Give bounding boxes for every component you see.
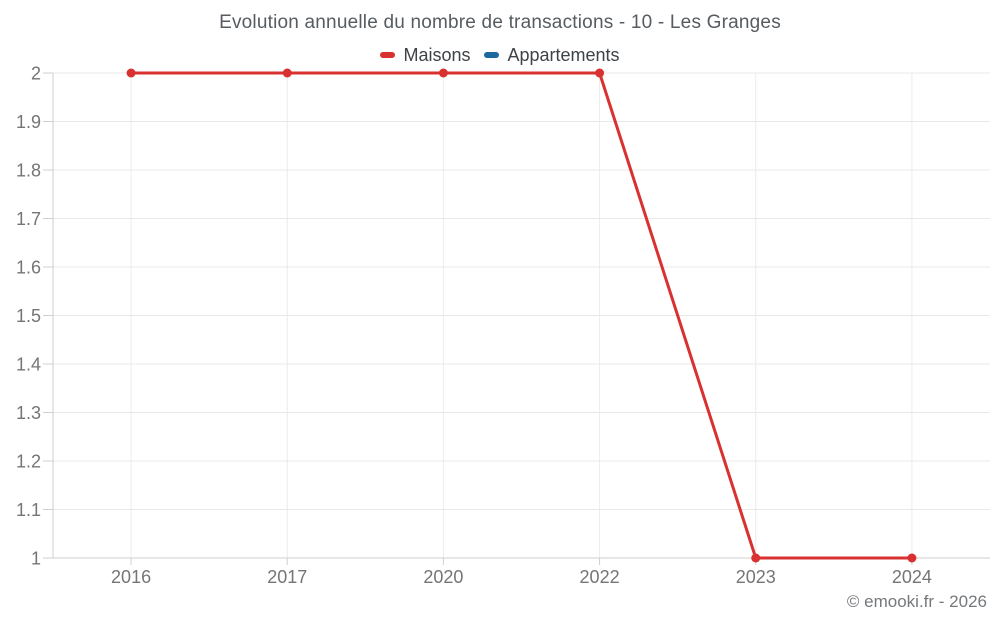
- legend-swatch-appartements: [484, 52, 500, 58]
- legend-label-appartements: Appartements: [507, 44, 620, 65]
- data-point-maisons-2017[interactable]: [282, 68, 292, 78]
- y-tick-label-1.5: 1.5: [16, 306, 41, 326]
- data-point-maisons-2022[interactable]: [595, 68, 605, 78]
- x-tick-label-2023: 2023: [736, 567, 776, 587]
- legend-item-maisons[interactable]: Maisons: [380, 45, 470, 66]
- series-line-maisons: [129, 71, 914, 560]
- y-tick-label-1.4: 1.4: [16, 354, 41, 374]
- y-tick-label-1.2: 1.2: [16, 451, 41, 471]
- data-point-maisons-2023[interactable]: [751, 553, 761, 563]
- legend: Maisons Appartements: [0, 44, 1000, 66]
- data-point-maisons-2016[interactable]: [126, 68, 136, 78]
- x-tick-label-2016: 2016: [111, 567, 151, 587]
- y-tick-label-1.7: 1.7: [16, 209, 41, 229]
- y-tick-label-1: 1: [31, 548, 41, 568]
- data-point-maisons-2020[interactable]: [438, 68, 448, 78]
- x-tick-label-2017: 2017: [267, 567, 307, 587]
- legend-item-appartements[interactable]: Appartements: [484, 44, 620, 66]
- chart-title: Evolution annuelle du nombre de transact…: [219, 12, 781, 33]
- x-tick-label-2020: 2020: [423, 567, 463, 587]
- y-tick-label-1.3: 1.3: [16, 403, 41, 423]
- y-tick-label-2: 2: [31, 63, 41, 83]
- copyright: © emooki.fr - 2026: [846, 592, 987, 611]
- legend-swatch-maisons: [380, 52, 396, 58]
- y-tick-label-1.9: 1.9: [16, 112, 41, 132]
- x-tick-label-2024: 2024: [892, 567, 932, 587]
- data-point-maisons-2024[interactable]: [907, 553, 917, 563]
- x-tick-label-2022: 2022: [580, 567, 620, 587]
- y-tick-label-1.1: 1.1: [16, 500, 41, 520]
- y-tick-label-1.8: 1.8: [16, 160, 41, 180]
- y-tick-label-1.6: 1.6: [16, 257, 41, 277]
- legend-label-maisons: Maisons: [403, 44, 471, 65]
